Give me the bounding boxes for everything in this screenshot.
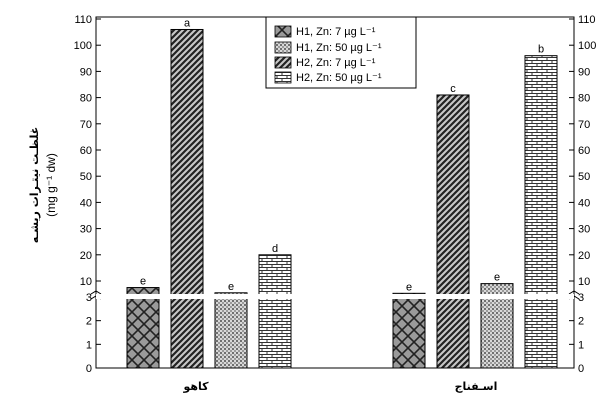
y-tick-label-right: 110 [578,14,596,26]
legend: H1, Zn: 7 µg L⁻¹ H1, Zn: 50 µg L⁻¹ H2, Z… [265,16,417,89]
y-tick-label-right: 0 [578,363,584,375]
y-tick-label-right: 80 [578,93,590,105]
category-label-spinach: اسـفناج [455,380,498,394]
y-tick-label-left: 2 [86,316,92,328]
bar [392,292,426,369]
bar [436,94,470,369]
significance-letter: d [272,243,278,255]
legend-label-h2-zn50: H2, Zn: 50 µg L⁻¹ [296,72,382,84]
significance-letter: e [228,281,234,293]
significance-letter: e [140,276,146,288]
y-tick-label-left: 3 [86,292,92,304]
y-tick-label-left: 20 [80,250,92,262]
y-tick-label-left: 40 [80,197,92,209]
y-tick-label-left: 110 [74,14,92,26]
y-tick-label-left: 0 [86,363,92,375]
category-label-lettuce: کاهو [182,380,209,393]
y-tick-label-right: 10 [578,276,590,288]
y-tick-label-left: 70 [80,119,92,131]
significance-letter: c [450,83,456,95]
y-tick-label-right: 1 [578,339,584,351]
axis-break-band [96,294,574,299]
y-tick-label-left: 50 [80,171,92,183]
bars: e a e d e c e b [126,17,558,369]
y-tick-label-left: 30 [80,224,92,236]
legend-swatch-h1-zn50 [274,41,292,54]
y-tick-label-right: 30 [578,224,590,236]
y-tick-label-right: 50 [578,171,590,183]
significance-letter: e [494,272,500,284]
y-axis-label: غلظـت نیتـرات ریشـه [28,127,41,243]
legend-label-h2-zn7: H2, Zn: 7 µg L⁻¹ [296,57,376,69]
y-tick-label-right: 90 [578,66,590,78]
significance-letter: a [184,17,191,29]
bar [170,28,204,369]
y-tick-label-right: 100 [578,40,596,52]
y-tick-label-left: 80 [80,93,92,105]
y-tick-label-right: 20 [578,250,590,262]
legend-swatch-h1-zn7 [274,25,292,38]
y-tick-label-right: 70 [578,119,590,131]
legend-swatch-h2-zn50 [274,71,292,84]
significance-letter: e [406,281,412,293]
y-axis-unit: (mg g⁻¹ dw) [44,153,58,217]
y-tick-label-right: 2 [578,316,584,328]
y-tick-label-left: 1 [86,339,92,351]
y-tick-label-left: 60 [80,145,92,157]
legend-swatch-h2-zn7 [274,56,292,69]
significance-letter: b [538,44,544,56]
bar [258,254,292,369]
y-axis-ticks: 0 0 1 1 2 2 3 3 10 10 20 20 30 30 40 40 50 50 60 60 70 70 80 80… [74,14,597,375]
legend-label-h1-zn50: H1, Zn: 50 µg L⁻¹ [296,42,382,54]
y-tick-label-right: 3 [578,292,584,304]
bar [126,287,160,369]
bar [214,292,248,369]
y-tick-label-right: 60 [578,145,590,157]
y-tick-label-left: 90 [80,66,92,78]
legend-label-h1-zn7: H1, Zn: 7 µg L⁻¹ [296,26,376,38]
bar [524,55,558,369]
y-tick-label-right: 40 [578,197,590,209]
y-tick-label-left: 100 [74,40,92,52]
y-tick-label-left: 10 [80,276,92,288]
